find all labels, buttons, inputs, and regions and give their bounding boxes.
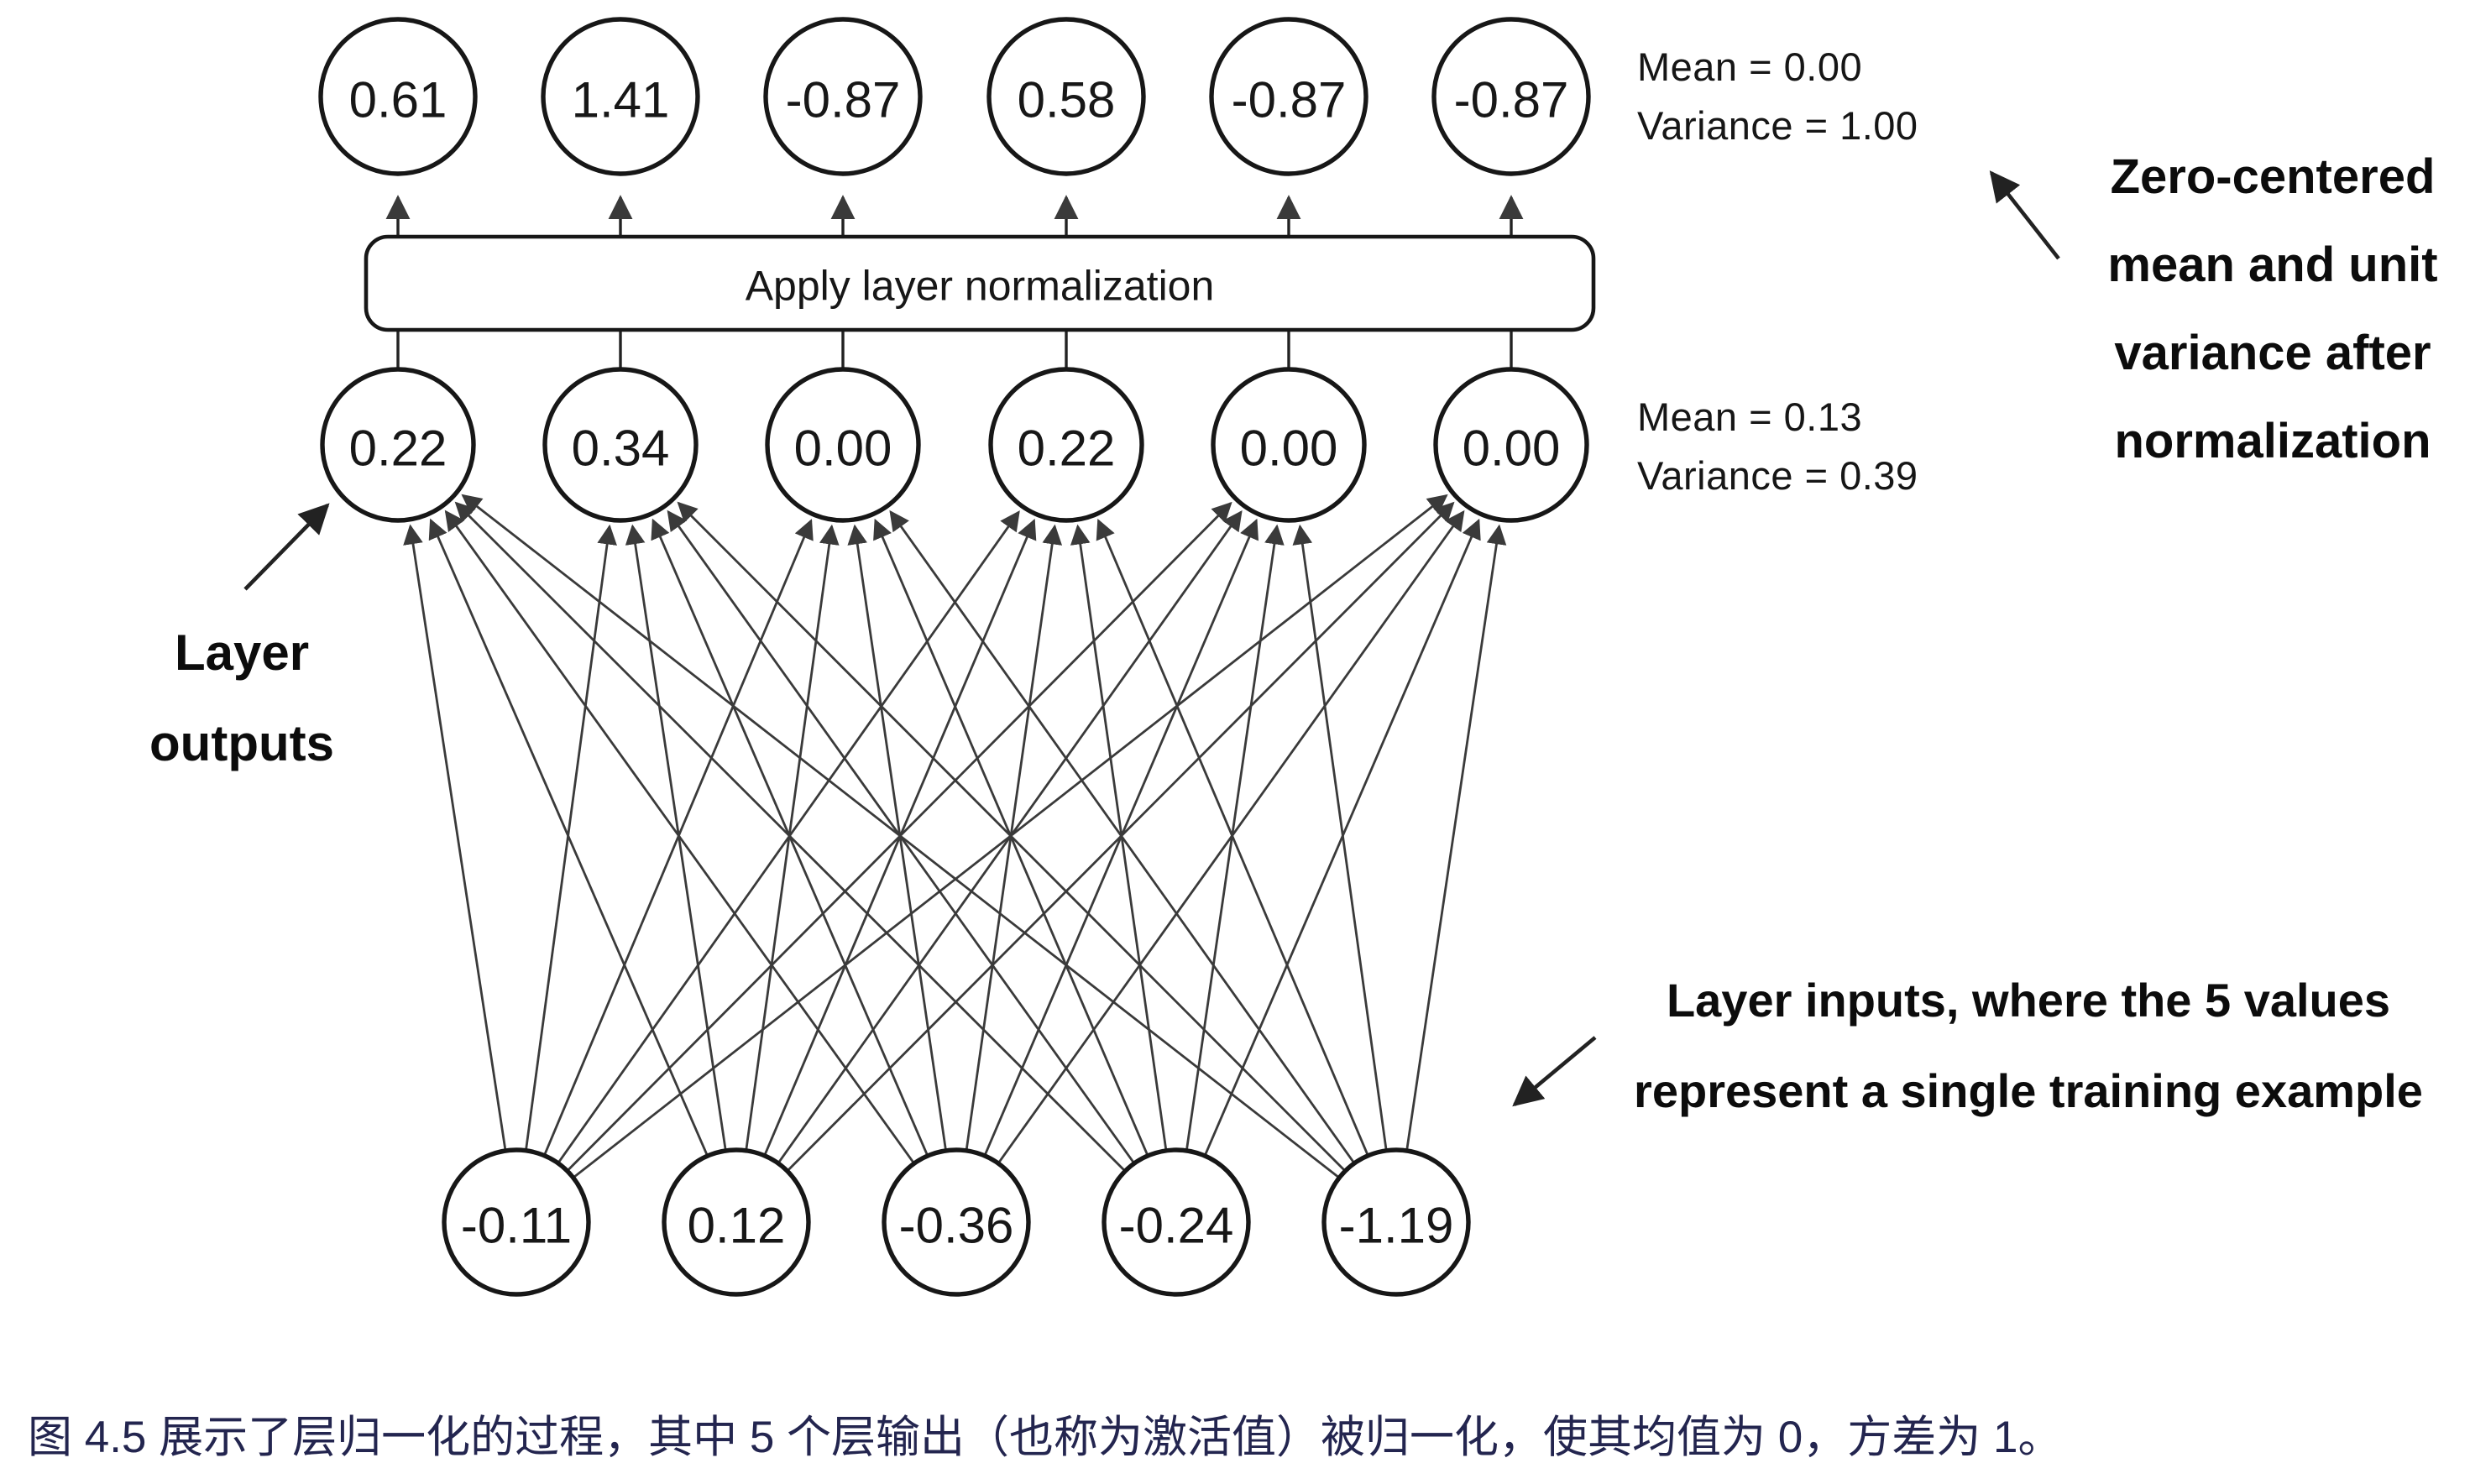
annotation-arrow-layer-inputs	[1512, 1036, 1597, 1107]
output-node-circle-5	[1211, 367, 1367, 523]
output-node-circle-2	[542, 367, 699, 523]
apply-layer-normalization-label: Apply layer normalization	[746, 263, 1215, 310]
output-node-value-3: 0.00	[794, 421, 892, 477]
normalized-node-circle-4	[986, 17, 1146, 176]
figure-caption: 图 4.5 展示了层归一化的过程，其中 5 个层输出（也称为激活值）被归一化，使…	[28, 1413, 2063, 1462]
input-node-value-2: 0.12	[688, 1198, 786, 1254]
annotation-layer-inputs-line1: Layer inputs, where the 5 values	[1666, 974, 2391, 1027]
output-node-value-2: 0.34	[572, 421, 670, 477]
input-node-circle-2	[662, 1147, 811, 1297]
input-node-circle-5	[1321, 1147, 1471, 1297]
annotation-layer-inputs-line2: represent a single training example	[1634, 1064, 2423, 1117]
normalized-node-circle-1	[318, 17, 478, 176]
annotation-arrow-layer-outputs	[243, 503, 330, 591]
output-node-value-4: 0.22	[1018, 421, 1116, 477]
stats-before-normalization: Mean = 0.13 Variance = 0.39	[1637, 388, 1918, 505]
connection-input5-to-output3	[889, 509, 1356, 1164]
annotation-zero-centered-line1: Zero-centered	[2110, 149, 2436, 204]
mean-after-label: Mean = 0.00	[1637, 44, 1863, 89]
connection-input3-to-output5	[983, 518, 1259, 1157]
annotation-layer-outputs: Layer outputs	[74, 608, 410, 789]
output-node-value-6: 0.00	[1463, 421, 1561, 477]
annotation-layer-inputs: Layer inputs, where the 5 values represe…	[1585, 955, 2470, 1137]
output-node-value-1: 0.22	[349, 421, 447, 477]
connection-input4-to-output6	[1203, 518, 1481, 1157]
normalized-node-value-1: 0.61	[349, 72, 447, 128]
normalized-node-circle-6	[1431, 17, 1591, 176]
connection-input5-to-output6	[1405, 524, 1507, 1152]
input-node-value-3: -0.36	[899, 1198, 1014, 1254]
annotation-zero-centered-line2: mean and unit	[2107, 238, 2438, 292]
normalized-node-circle-5	[1209, 17, 1368, 176]
connection-input5-to-output1	[461, 494, 1341, 1179]
normalized-node-value-2: 1.41	[572, 72, 670, 128]
normalized-node-circle-3	[763, 17, 923, 176]
normalized-node-value-6: -0.87	[1454, 72, 1569, 128]
apply-layer-normalization-box	[364, 234, 1596, 332]
normalized-node-value-3: -0.87	[786, 72, 901, 128]
output-node-circle-6	[1433, 367, 1589, 523]
variance-after-label: Variance = 1.00	[1637, 103, 1918, 148]
annotation-layer-outputs-line2: outputs	[149, 715, 334, 771]
output-node-circle-3	[765, 367, 921, 523]
annotation-zero-centered-line3: variance after	[2114, 326, 2431, 380]
input-node-value-5: -1.19	[1339, 1198, 1454, 1254]
connection-input3-to-output3	[847, 524, 947, 1152]
output-node-circle-1	[320, 367, 476, 523]
output-node-circle-4	[988, 367, 1144, 523]
annotation-zero-centered-line4: normalization	[2114, 414, 2431, 468]
annotation-arrow-zero-centered	[1989, 170, 2060, 260]
connection-input5-to-output2	[677, 501, 1347, 1173]
connection-input1-to-output3	[543, 519, 814, 1157]
input-node-circle-3	[882, 1147, 1031, 1297]
connection-input3-to-output1	[444, 509, 915, 1164]
connection-input4-to-output1	[454, 501, 1127, 1173]
input-node-value-4: -0.24	[1119, 1198, 1234, 1254]
connection-input4-to-output5	[1185, 524, 1285, 1152]
connection-input5-to-output4	[1096, 519, 1369, 1157]
normalized-node-value-4: 0.58	[1018, 72, 1116, 128]
input-node-circle-1	[442, 1147, 591, 1297]
input-node-circle-4	[1102, 1147, 1251, 1297]
mean-before-label: Mean = 0.13	[1637, 395, 1863, 439]
input-node-value-1: -0.11	[461, 1198, 572, 1254]
connection-input2-to-output3	[745, 524, 840, 1151]
stats-after-normalization: Mean = 0.00 Variance = 1.00	[1637, 38, 1918, 155]
connection-input2-to-output1	[428, 518, 709, 1157]
connection-input5-to-output5	[1292, 524, 1388, 1152]
normalized-node-value-5: -0.87	[1232, 72, 1347, 128]
annotation-layer-outputs-line1: Layer	[174, 624, 310, 681]
connection-input2-to-output2	[625, 524, 727, 1152]
output-node-value-5: 0.00	[1240, 421, 1338, 477]
connection-input1-to-output1	[403, 524, 507, 1152]
connection-input1-to-output2	[525, 524, 617, 1151]
variance-before-label: Variance = 0.39	[1637, 453, 1918, 498]
annotation-zero-centered: Zero-centered mean and unit variance aft…	[2072, 133, 2470, 485]
normalized-node-circle-2	[541, 17, 700, 176]
